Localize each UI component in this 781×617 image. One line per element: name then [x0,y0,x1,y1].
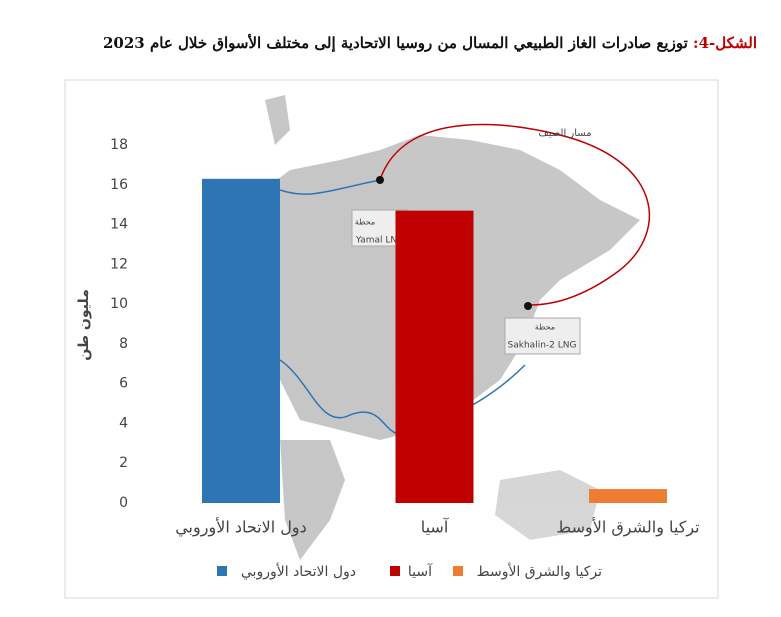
bar [395,210,474,503]
x-tick-label: تركيا والشرق الأوسط [556,517,699,538]
bar [589,489,667,503]
map-annotation: محطة [535,323,555,332]
y-tick-label: 10 [110,296,128,312]
map-australia [495,470,600,540]
legend-label: تركيا والشرق الأوسط [477,562,602,580]
map-annotation: مسار الصيف [538,128,591,139]
route-asia [279,359,526,436]
legend-swatch [217,566,227,576]
chart-frame [64,79,719,599]
map-annotation: Yamal LNG [355,236,404,246]
y-tick-label: 2 [119,455,128,471]
y-tick-label: 16 [110,177,128,193]
route-summer [379,123,651,306]
label-box [504,317,581,355]
map-scandinavia [265,95,290,145]
legend-label: دول الاتحاد الأوروبي [241,562,356,580]
y-tick-label: 0 [119,495,128,511]
y-axis-label: مليون طن [76,289,92,360]
legend-swatch [453,566,463,576]
y-tick-label: 8 [119,336,128,352]
chart-title: الشكل-4: توزيع صادرات الغاز الطبيعي المس… [103,34,757,52]
map-africa [280,440,345,560]
x-tick-label: آسيا [421,518,450,537]
y-tick-label: 12 [110,256,128,272]
y-tick-label: 4 [119,415,128,431]
route-eu [279,179,381,195]
legend-swatch [390,566,400,576]
terminal-sakhalin [524,302,532,310]
y-tick-label: 6 [119,376,128,392]
y-tick-label: 18 [110,137,128,153]
legend-label: آسيا [408,563,433,580]
x-tick-label: دول الاتحاد الأوروبي [175,517,307,538]
title-text: توزيع صادرات الغاز الطبيعي المسال من روس… [103,34,688,52]
terminal-yamal [376,176,384,184]
map-annotation: محطة [355,218,375,227]
figure-label: الشكل-4: [693,34,757,52]
y-tick-label: 14 [110,217,128,233]
map-annotation: Sakhalin-2 LNG [508,341,577,351]
bar [202,178,280,504]
